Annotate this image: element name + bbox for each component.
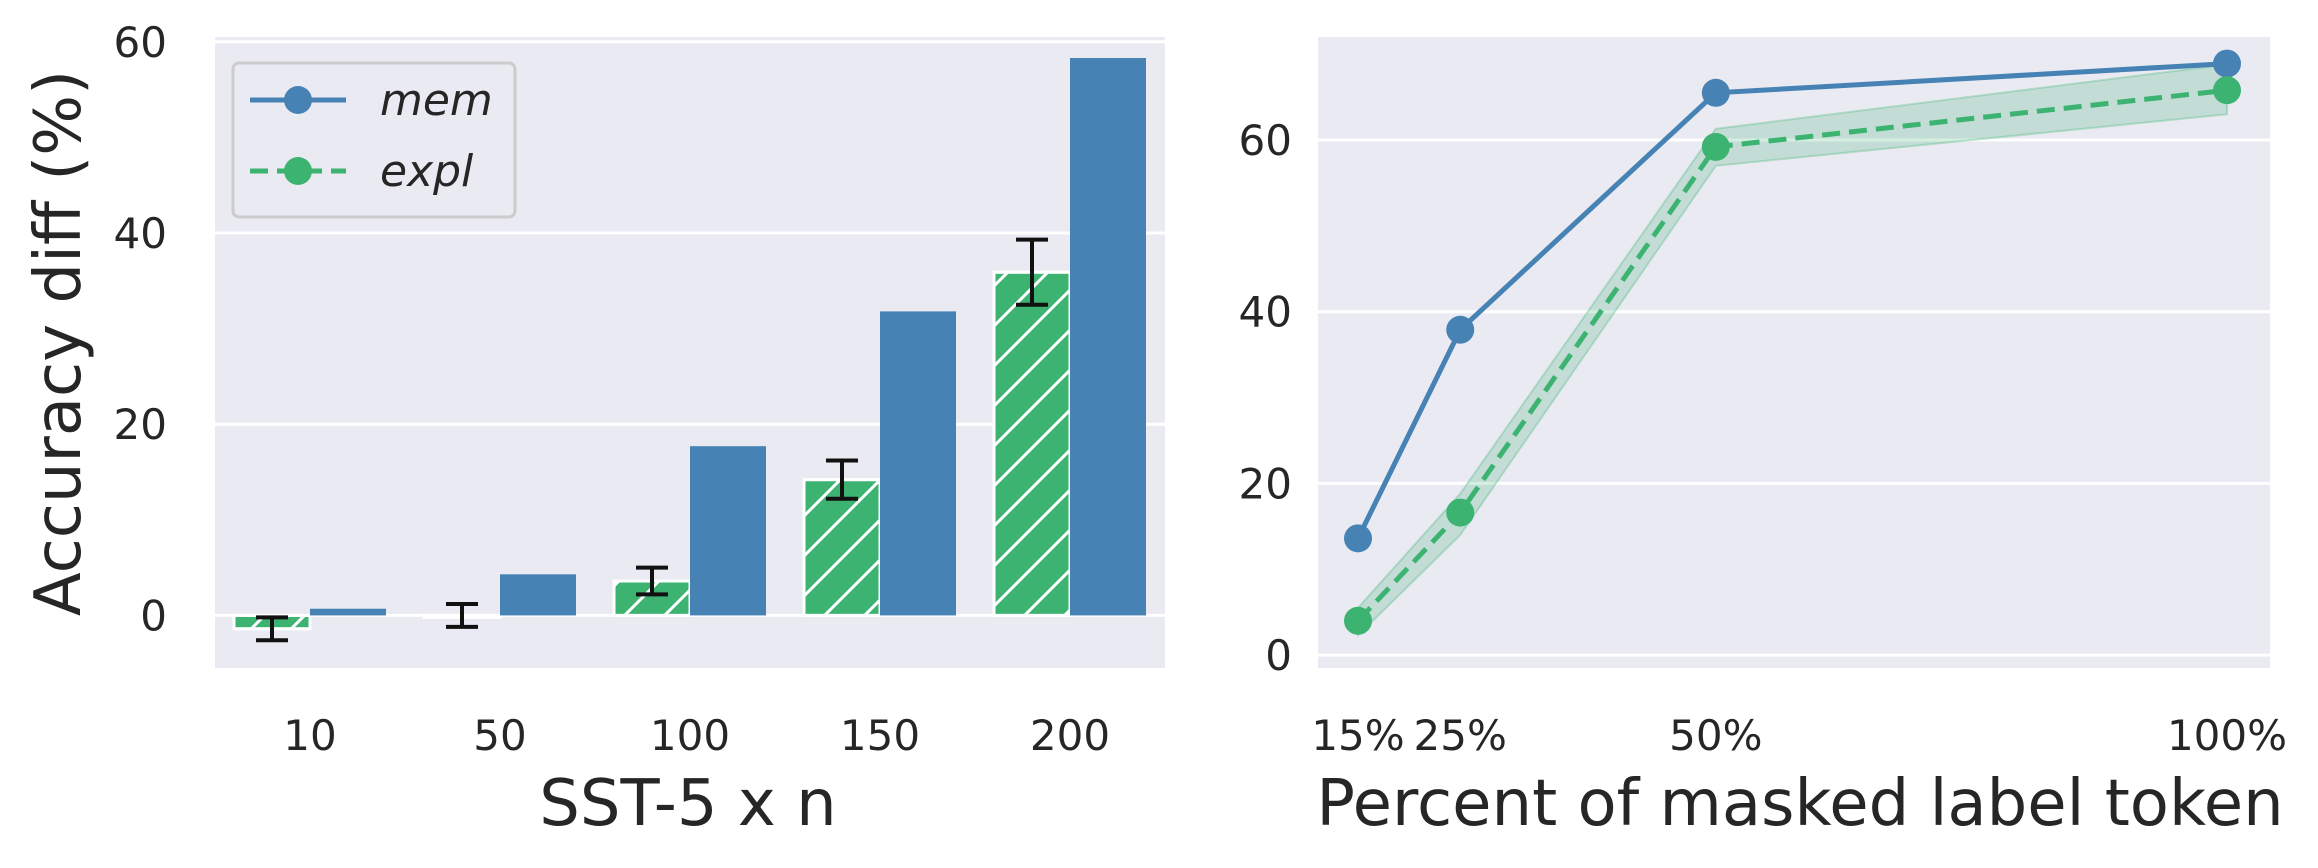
bar-chart-panel: 0 20 40 60 10 50 100 150 200 — [114, 18, 1165, 760]
bar-chart-ytick-label: 0 — [140, 591, 167, 640]
line-chart-xlabel: Percent of masked label token — [1316, 767, 2283, 841]
bar-mem — [690, 446, 766, 616]
legend-expl-label: expl — [380, 146, 474, 197]
line-chart-ytick-label: 40 — [1239, 288, 1292, 337]
bar-chart-ylabel: Accuracy diff (%) — [22, 70, 96, 616]
mem-point — [2213, 49, 2241, 78]
line-chart-xtick-label: 100% — [2167, 711, 2287, 760]
bar-mem — [310, 608, 386, 616]
bar-chart-ytick-label: 20 — [114, 400, 167, 449]
bar-chart-xtick-label: 150 — [840, 711, 920, 760]
line-chart-plot-area — [1318, 37, 2270, 668]
legend-mem-marker — [284, 86, 312, 114]
mem-point — [1701, 78, 1730, 107]
bar-chart-xtick-label: 100 — [650, 711, 730, 760]
line-chart-ytick-label: 20 — [1239, 459, 1292, 508]
expl-line — [1356, 87, 2228, 623]
legend-expl-marker — [284, 157, 312, 185]
line-chart-xtick-label: 25% — [1414, 711, 1507, 760]
expl-point — [2213, 76, 2241, 105]
expl-point — [1446, 498, 1475, 527]
expl-point — [1344, 606, 1372, 635]
mem-line — [1355, 61, 2228, 540]
bar-chart-xtick-label: 200 — [1030, 711, 1110, 760]
mem-point — [1344, 524, 1372, 553]
expl-confidence-band — [1357, 63, 2228, 638]
bar-mem — [1070, 58, 1146, 616]
line-chart-ytick-label: 60 — [1239, 116, 1292, 165]
bar-chart-xlabel: SST-5 x n — [539, 767, 836, 841]
bar-chart-ytick-label: 60 — [114, 18, 167, 67]
line-chart-xtick-label: 50% — [1669, 711, 1762, 760]
bar-chart-xtick-label: 50 — [473, 711, 526, 760]
expl-point — [1701, 132, 1730, 161]
bar-mem — [880, 311, 956, 616]
legend: mem expl — [231, 61, 517, 219]
line-chart-ytick-label: 0 — [1265, 631, 1292, 680]
line-chart-panel: 0 20 40 60 15% 25% 50% 100% — [1239, 37, 2287, 760]
bar-chart-xtick-label: 10 — [283, 711, 336, 760]
bar-chart-ytick-label: 40 — [114, 209, 167, 258]
line-chart-xtick-label: 15% — [1311, 711, 1404, 760]
bar-mem — [500, 574, 576, 616]
mem-point — [1446, 315, 1475, 344]
bar-expl-hatch — [992, 270, 1072, 617]
legend-mem-label: mem — [380, 75, 493, 126]
